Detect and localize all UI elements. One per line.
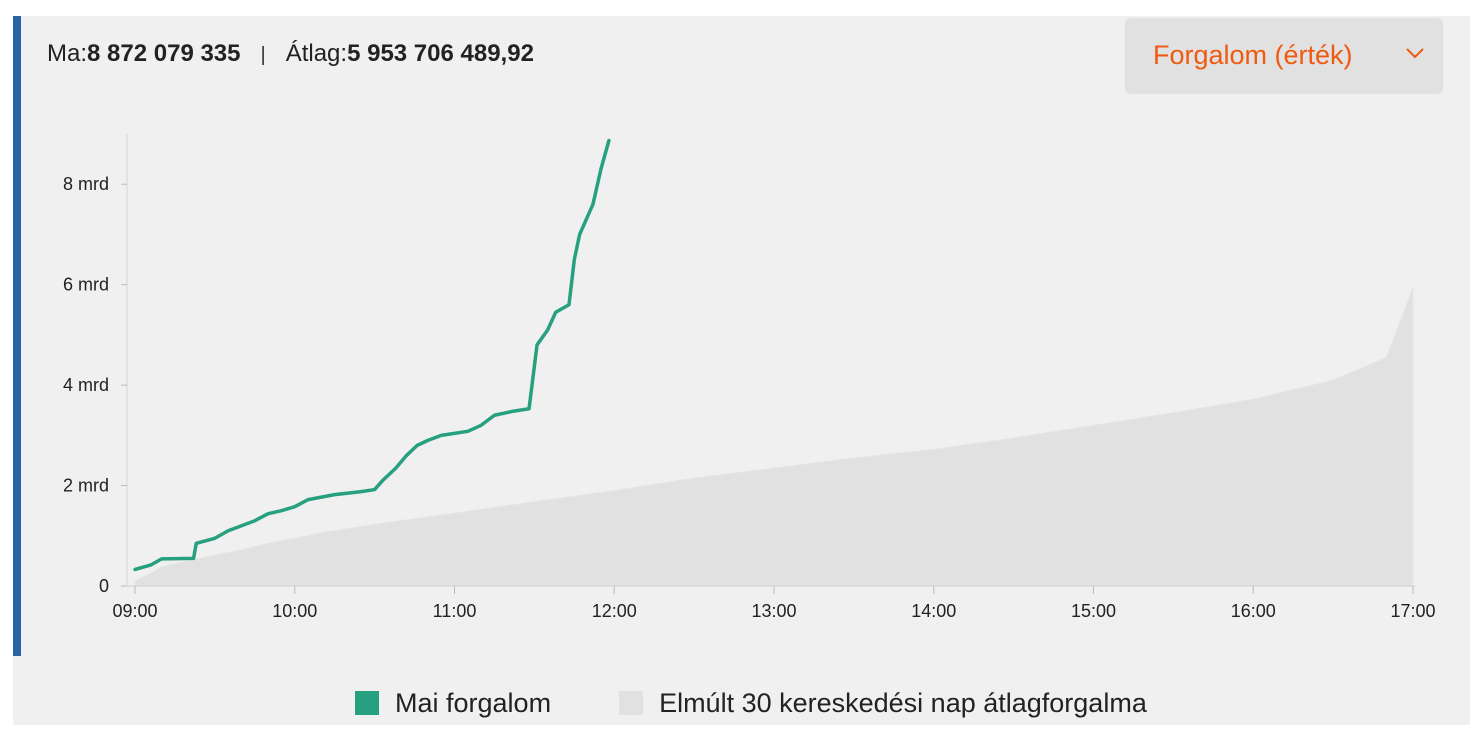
metric-select-value: Forgalom (érték) [1153, 40, 1353, 70]
turnover-chart: 0 2 mrd 4 mrd 6 mrd 8 mrd 09:00 10:00 11:00 12:0… [63, 134, 1436, 621]
legend-item-today[interactable]: Mai forgalom [355, 688, 551, 719]
chevron-down-icon [1405, 46, 1425, 64]
x-tick-label: 16:00 [1231, 601, 1276, 621]
turnover-summary: Ma:8 872 079 335 | Átlag:5 953 706 489,92 [47, 40, 534, 68]
y-tick-label: 8 mrd [63, 174, 109, 194]
summary-separator: | [260, 44, 266, 66]
turnover-chart-panel: Ma:8 872 079 335 | Átlag:5 953 706 489,92 … [13, 16, 1470, 725]
legend-item-average[interactable]: Elmúlt 30 kereskedési nap átlagforgalma [619, 688, 1147, 719]
x-tick-label: 09:00 [112, 601, 157, 621]
y-tick-label: 0 [99, 576, 109, 596]
legend-label-average: Elmúlt 30 kereskedési nap átlagforgalma [659, 687, 1147, 718]
y-tick-label: 4 mrd [63, 375, 109, 395]
average-label: Átlag: [285, 40, 348, 67]
legend-swatch-today [355, 691, 379, 715]
accent-bar [13, 16, 21, 656]
x-tick-label: 13:00 [751, 601, 796, 621]
y-tick-label: 6 mrd [63, 275, 109, 295]
x-tick-label: 17:00 [1390, 601, 1435, 621]
today-label: Ma: [47, 40, 88, 67]
legend-swatch-average [619, 691, 644, 715]
x-tick-label: 11:00 [433, 601, 477, 621]
today-value: 8 872 079 335 [87, 40, 241, 67]
legend-label-today: Mai forgalom [395, 687, 552, 718]
x-tick-label: 10:00 [272, 601, 317, 621]
metric-select[interactable]: Forgalom (érték) [1125, 18, 1443, 94]
y-tick-label: 2 mrd [63, 476, 109, 496]
x-tick-label: 14:00 [911, 601, 956, 621]
chart-legend: Mai forgalom Elmúlt 30 kereskedési nap á… [355, 686, 1215, 720]
average-value: 5 953 706 489,92 [347, 40, 534, 67]
x-tick-label: 12:00 [592, 601, 637, 621]
series-today-line [133, 138, 611, 572]
series-average-area [134, 287, 1414, 587]
x-tick-label: 15:00 [1071, 601, 1116, 621]
